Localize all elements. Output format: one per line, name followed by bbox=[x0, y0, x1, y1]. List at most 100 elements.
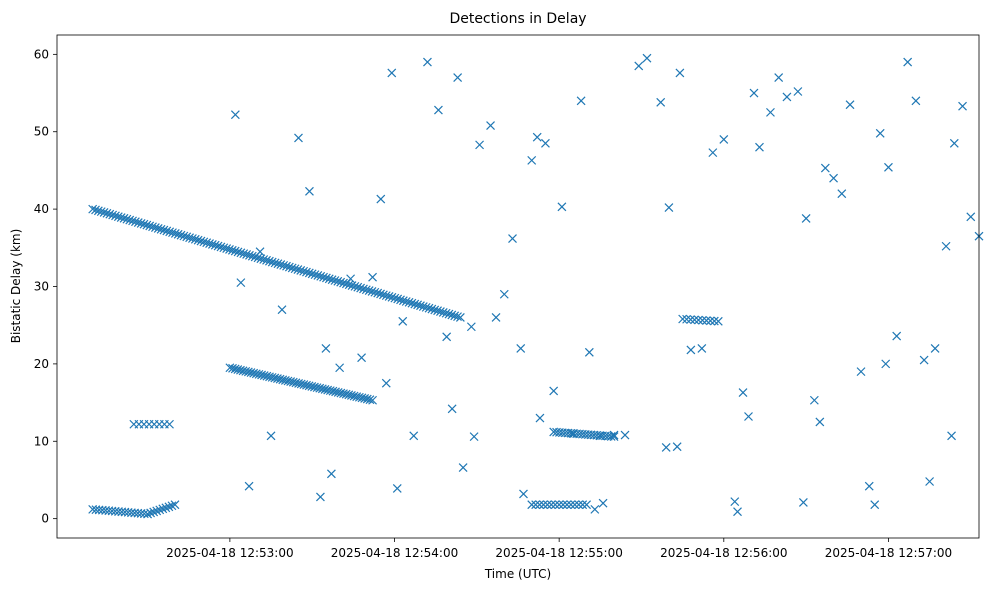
data-point-156 bbox=[294, 378, 304, 388]
data-point-359 bbox=[595, 431, 605, 441]
data-point-65 bbox=[273, 259, 283, 269]
data-point-137 bbox=[243, 367, 253, 377]
data-point-356 bbox=[409, 431, 419, 441]
data-point-5 bbox=[102, 208, 112, 218]
data-point-124 bbox=[441, 308, 451, 318]
data-point-321 bbox=[782, 92, 792, 102]
data-point-39 bbox=[199, 237, 209, 247]
data-point-108 bbox=[396, 295, 405, 305]
data-point-205 bbox=[149, 507, 159, 517]
data-point-50 bbox=[230, 246, 240, 256]
data-point-297 bbox=[541, 138, 550, 148]
y-tick-label-3: 30 bbox=[34, 280, 49, 294]
data-point-224 bbox=[539, 500, 548, 510]
data-point-317 bbox=[749, 88, 759, 98]
data-point-32 bbox=[179, 231, 189, 241]
data-point-332 bbox=[884, 162, 893, 172]
data-point-40 bbox=[202, 238, 212, 248]
data-point-58 bbox=[253, 253, 263, 263]
data-point-339 bbox=[949, 138, 959, 148]
data-point-70 bbox=[287, 263, 297, 273]
data-point-10 bbox=[116, 213, 126, 222]
data-point-19 bbox=[142, 220, 152, 230]
data-point-12 bbox=[122, 214, 132, 224]
plot-frame bbox=[56, 34, 980, 539]
data-point-163 bbox=[312, 383, 322, 393]
data-point-48 bbox=[225, 245, 234, 254]
data-point-333 bbox=[892, 331, 902, 341]
data-point-341 bbox=[966, 212, 976, 222]
data-point-41 bbox=[205, 239, 214, 248]
data-point-312 bbox=[697, 343, 707, 353]
data-point-227 bbox=[550, 500, 560, 510]
data-point-85 bbox=[330, 276, 340, 285]
data-point-328 bbox=[845, 100, 855, 110]
data-point-284 bbox=[433, 105, 443, 115]
data-point-225 bbox=[542, 500, 552, 510]
data-point-355 bbox=[326, 469, 336, 479]
data-point-229 bbox=[558, 500, 568, 510]
data-point-270 bbox=[255, 247, 265, 257]
data-point-349 bbox=[661, 443, 671, 452]
data-point-290 bbox=[486, 121, 495, 130]
data-point-6 bbox=[105, 209, 115, 219]
data-point-146 bbox=[267, 372, 277, 382]
data-point-167 bbox=[323, 385, 333, 395]
data-point-144 bbox=[262, 371, 272, 381]
data-point-75 bbox=[302, 267, 311, 277]
data-point-151 bbox=[280, 375, 290, 385]
data-point-104 bbox=[384, 292, 394, 301]
data-point-286 bbox=[447, 404, 457, 414]
data-point-300 bbox=[568, 429, 578, 438]
data-point-181 bbox=[360, 394, 370, 403]
data-point-31 bbox=[176, 230, 186, 240]
data-point-92 bbox=[350, 281, 360, 291]
data-point-226 bbox=[546, 500, 556, 510]
data-point-222 bbox=[531, 500, 541, 510]
data-point-172 bbox=[336, 388, 346, 398]
data-point-52 bbox=[236, 248, 246, 258]
data-point-73 bbox=[296, 265, 306, 275]
data-point-164 bbox=[315, 383, 325, 393]
data-point-287 bbox=[453, 73, 463, 82]
data-point-150 bbox=[278, 375, 288, 385]
data-point-118 bbox=[424, 303, 434, 313]
data-point-364 bbox=[947, 431, 956, 441]
data-point-161 bbox=[307, 381, 317, 391]
data-point-208 bbox=[158, 504, 168, 514]
data-point-3 bbox=[96, 207, 106, 217]
y-tick-label-2: 20 bbox=[34, 357, 49, 371]
data-point-91 bbox=[347, 281, 357, 290]
data-point-37 bbox=[193, 235, 203, 245]
data-point-87 bbox=[336, 277, 346, 287]
data-point-106 bbox=[390, 293, 400, 303]
data-point-307 bbox=[642, 53, 652, 63]
data-point-344 bbox=[316, 492, 325, 502]
data-point-330 bbox=[864, 481, 874, 491]
data-point-294 bbox=[516, 343, 526, 353]
data-point-49 bbox=[227, 245, 237, 255]
x-tick-label-1: 2025-04-18 12:54:00 bbox=[331, 546, 458, 560]
data-point-273 bbox=[305, 186, 314, 196]
x-axis-label: Time (UTC) bbox=[484, 567, 551, 581]
data-point-0 bbox=[88, 204, 98, 214]
data-point-363 bbox=[881, 359, 891, 369]
data-point-209 bbox=[161, 503, 171, 513]
data-point-157 bbox=[296, 379, 306, 389]
data-point-24 bbox=[156, 224, 166, 234]
data-point-125 bbox=[444, 309, 454, 319]
data-point-268 bbox=[230, 110, 240, 120]
data-point-18 bbox=[139, 219, 149, 229]
data-point-46 bbox=[219, 243, 229, 253]
data-point-76 bbox=[304, 268, 314, 278]
data-point-109 bbox=[398, 296, 408, 306]
data-point-54 bbox=[242, 250, 252, 259]
data-point-79 bbox=[313, 271, 323, 280]
data-point-112 bbox=[407, 298, 417, 308]
data-point-99 bbox=[370, 287, 380, 297]
data-point-277 bbox=[357, 353, 367, 363]
data-point-147 bbox=[270, 373, 280, 383]
data-point-68 bbox=[282, 261, 291, 271]
data-point-138 bbox=[246, 368, 256, 377]
